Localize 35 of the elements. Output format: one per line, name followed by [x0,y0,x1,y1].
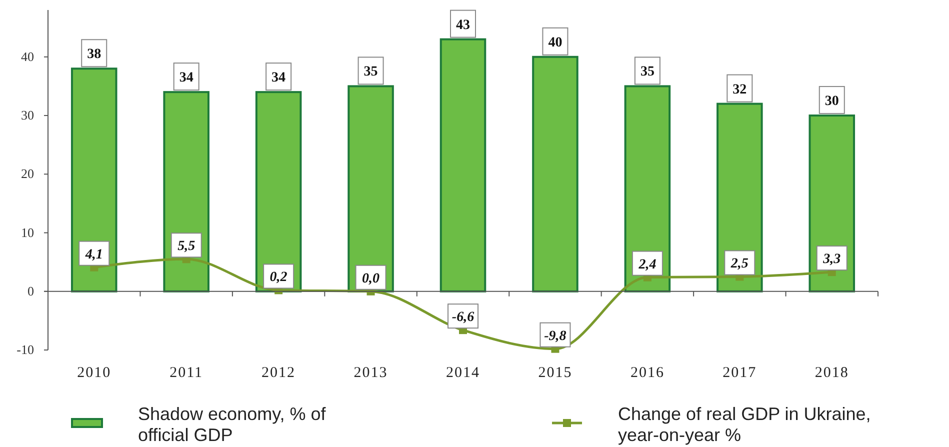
y-tick-label: -10 [16,342,34,357]
y-tick-label: 10 [21,224,34,240]
x-tick-label: 2011 [170,365,204,381]
x-tick-label: 2013 [354,365,388,381]
x-tick-label: 2015 [538,365,572,381]
x-tick-label: 2016 [630,365,664,381]
data-label: 3,3 [822,252,841,268]
data-label: -9,8 [544,328,566,344]
y-tick-label: 0 [28,283,34,298]
data-label: 35 [364,64,378,80]
x-tick-label: 2014 [446,365,480,381]
y-tick-label: 30 [21,108,34,123]
legend-label: Shadow economy, % of official GDP [138,404,327,445]
data-label: 0,0 [362,271,380,286]
data-label: 0,2 [270,270,288,286]
data-label: 2,5 [730,256,748,272]
data-label: 38 [87,47,102,62]
data-label: 30 [824,94,839,110]
data-label: 5,5 [178,239,196,254]
legend-label: Change of real GDP in Ukraine, year-on-year % [618,404,871,445]
data-label: 34 [272,70,286,86]
data-label: -6,6 [452,310,474,326]
x-tick-label: 2017 [722,365,757,381]
data-label: 4,1 [84,247,103,262]
x-tick-label: 2010 [77,365,112,381]
x-tick-label: 2012 [262,365,296,381]
data-label: 43 [456,18,470,33]
data-label: 35 [640,64,654,80]
data-label: 2,4 [638,257,656,272]
data-label: 34 [179,70,194,86]
data-label: 32 [732,82,747,98]
y-tick-label: 20 [21,166,34,182]
x-tick-label: 2018 [814,365,849,381]
data-label: 40 [548,35,562,50]
y-tick-label: 40 [21,48,34,64]
